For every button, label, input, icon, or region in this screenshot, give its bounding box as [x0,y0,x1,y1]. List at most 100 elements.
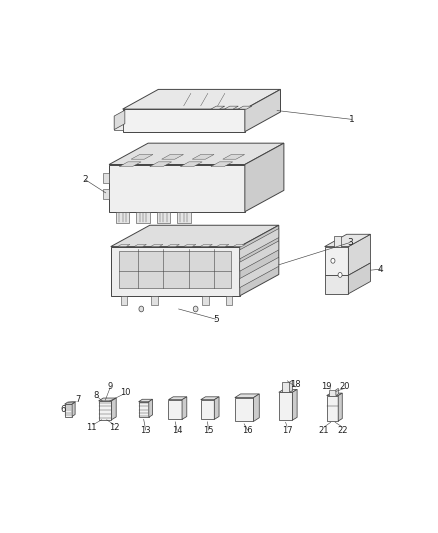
Polygon shape [99,401,111,420]
Text: 4: 4 [378,265,383,273]
Text: 17: 17 [282,425,293,434]
Text: 20: 20 [340,382,350,391]
Text: 22: 22 [337,425,348,434]
Polygon shape [336,389,338,395]
Text: 5: 5 [213,314,219,324]
Text: 16: 16 [242,425,253,434]
Polygon shape [114,110,125,130]
Polygon shape [240,257,279,288]
Polygon shape [123,109,245,132]
Polygon shape [111,247,240,296]
Polygon shape [240,229,279,259]
Polygon shape [169,400,182,419]
Polygon shape [211,106,225,109]
Polygon shape [235,398,254,422]
Polygon shape [245,143,284,212]
Text: 19: 19 [321,382,332,391]
Polygon shape [201,400,214,419]
Polygon shape [116,212,130,223]
Polygon shape [117,245,130,247]
Text: 13: 13 [141,425,151,434]
Polygon shape [109,143,284,165]
Polygon shape [103,189,109,199]
Polygon shape [334,236,341,247]
Text: 15: 15 [203,425,214,434]
Polygon shape [177,212,191,223]
Polygon shape [223,155,244,159]
Polygon shape [180,162,202,166]
Polygon shape [136,212,150,223]
Polygon shape [200,245,212,247]
Text: 18: 18 [290,381,301,390]
Polygon shape [240,241,279,271]
Polygon shape [290,381,293,392]
Polygon shape [329,390,336,395]
Polygon shape [119,162,141,166]
Polygon shape [338,393,342,421]
Text: 9: 9 [107,382,113,391]
Polygon shape [216,245,229,247]
Polygon shape [64,404,72,416]
Polygon shape [150,162,172,166]
Polygon shape [109,165,245,212]
Polygon shape [119,251,231,288]
Circle shape [193,306,198,312]
Polygon shape [240,225,279,296]
Polygon shape [99,398,116,401]
Polygon shape [348,235,371,276]
Polygon shape [202,296,208,305]
Polygon shape [131,155,153,159]
Polygon shape [211,162,233,166]
Polygon shape [201,397,219,400]
Polygon shape [226,296,232,305]
Polygon shape [151,245,163,247]
Circle shape [338,272,342,277]
Text: 12: 12 [109,423,120,432]
Polygon shape [64,402,75,404]
Polygon shape [72,402,75,416]
Polygon shape [192,155,214,159]
Polygon shape [167,245,180,247]
Text: 7: 7 [75,395,81,404]
Polygon shape [214,397,219,419]
Polygon shape [325,247,348,276]
Polygon shape [111,398,116,420]
Text: 10: 10 [120,388,131,397]
Polygon shape [138,399,152,402]
Text: 6: 6 [60,405,66,414]
Circle shape [139,306,144,312]
Polygon shape [162,155,184,159]
Polygon shape [184,245,196,247]
Polygon shape [134,245,146,247]
Polygon shape [123,90,280,109]
Circle shape [331,259,335,263]
Polygon shape [182,397,187,419]
Polygon shape [224,106,238,109]
Polygon shape [233,245,245,247]
Polygon shape [111,225,279,247]
Polygon shape [327,393,342,395]
Polygon shape [325,276,348,294]
Polygon shape [348,263,371,294]
Polygon shape [235,394,259,398]
Polygon shape [149,399,152,417]
Polygon shape [152,296,158,305]
Polygon shape [325,235,371,247]
Polygon shape [279,390,297,392]
Polygon shape [254,394,259,422]
Polygon shape [327,395,338,421]
Text: 14: 14 [172,425,182,434]
Polygon shape [279,392,293,420]
Text: 21: 21 [319,425,329,434]
Text: 11: 11 [86,423,97,432]
Polygon shape [282,382,290,392]
Text: 2: 2 [82,175,88,184]
Polygon shape [238,106,252,109]
Polygon shape [293,390,297,420]
Polygon shape [114,116,123,130]
Polygon shape [103,173,109,183]
Polygon shape [138,402,149,417]
Polygon shape [121,296,127,305]
Text: 8: 8 [93,391,99,400]
Polygon shape [169,397,187,400]
